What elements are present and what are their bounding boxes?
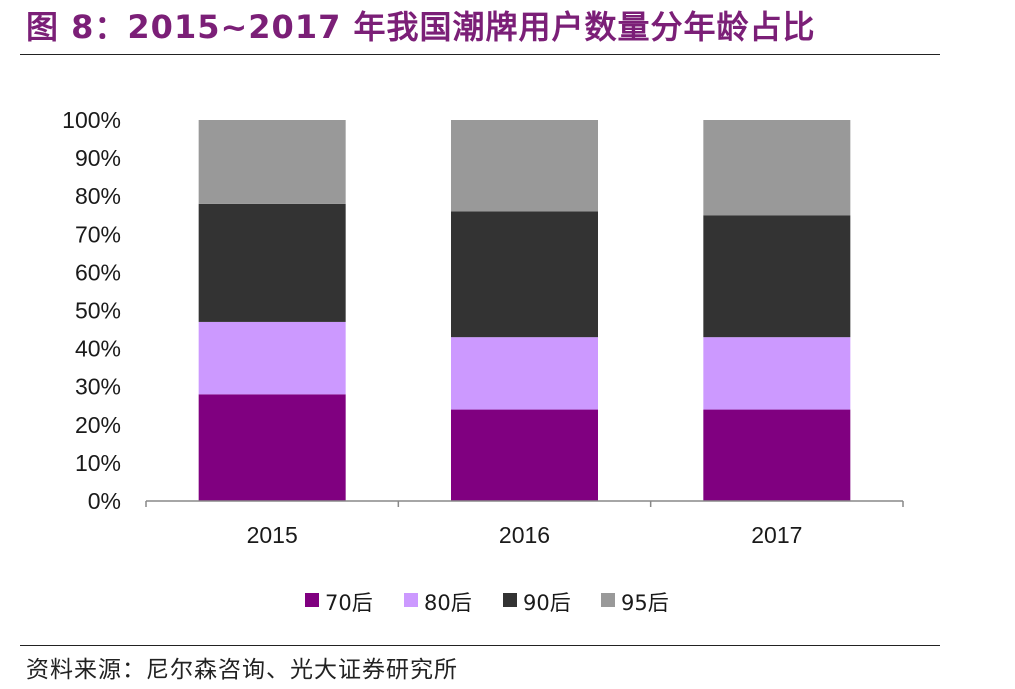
bar-segment xyxy=(451,337,598,410)
legend-swatch xyxy=(404,593,418,607)
bar-segment xyxy=(703,120,851,216)
y-tick-label: 50% xyxy=(75,298,121,324)
legend-swatch xyxy=(601,593,615,607)
bar-segment xyxy=(703,215,851,338)
figure-title: 图 8：2015~2017 年我国潮牌用户数量分年龄占比 xyxy=(26,8,816,46)
legend-label: 70后 xyxy=(325,591,373,615)
title-divider xyxy=(20,54,940,55)
y-tick-label: 40% xyxy=(75,336,121,362)
bar-segment xyxy=(198,120,346,204)
y-tick-label: 100% xyxy=(62,107,121,133)
y-tick-label: 60% xyxy=(75,259,121,285)
source-note: 资料来源：尼尔森咨询、光大证券研究所 xyxy=(26,657,458,683)
bar-segment xyxy=(703,409,851,501)
bar-segment xyxy=(198,394,346,501)
footer-divider xyxy=(20,645,940,646)
y-tick-label: 30% xyxy=(75,374,121,400)
legend-label: 95后 xyxy=(621,591,669,615)
stacked-bar-chart: 0% 10% 20% 30% 40% 50% 60% 70% 80% 90% 100% 2015 201… xyxy=(62,107,904,615)
y-tick-label: 80% xyxy=(75,183,121,209)
x-tick-label: 2016 xyxy=(499,522,550,548)
bar-segment xyxy=(451,211,598,338)
legend-label: 90后 xyxy=(523,591,571,615)
bar-segment xyxy=(703,337,851,410)
y-tick-label: 70% xyxy=(75,221,121,247)
y-tick-label: 90% xyxy=(75,145,121,171)
legend-label: 80后 xyxy=(424,591,472,615)
legend-swatch xyxy=(305,593,319,607)
x-tick-label: 2017 xyxy=(751,522,802,548)
y-tick-label: 20% xyxy=(75,412,121,438)
bar-segment xyxy=(451,120,598,212)
y-tick-label: 0% xyxy=(88,488,121,514)
legend-swatch xyxy=(503,593,517,607)
y-tick-label: 10% xyxy=(75,450,121,476)
bar-segment xyxy=(198,321,346,395)
x-tick-label: 2015 xyxy=(247,522,298,548)
bar-segment xyxy=(198,203,346,322)
bar-segment xyxy=(451,409,598,501)
